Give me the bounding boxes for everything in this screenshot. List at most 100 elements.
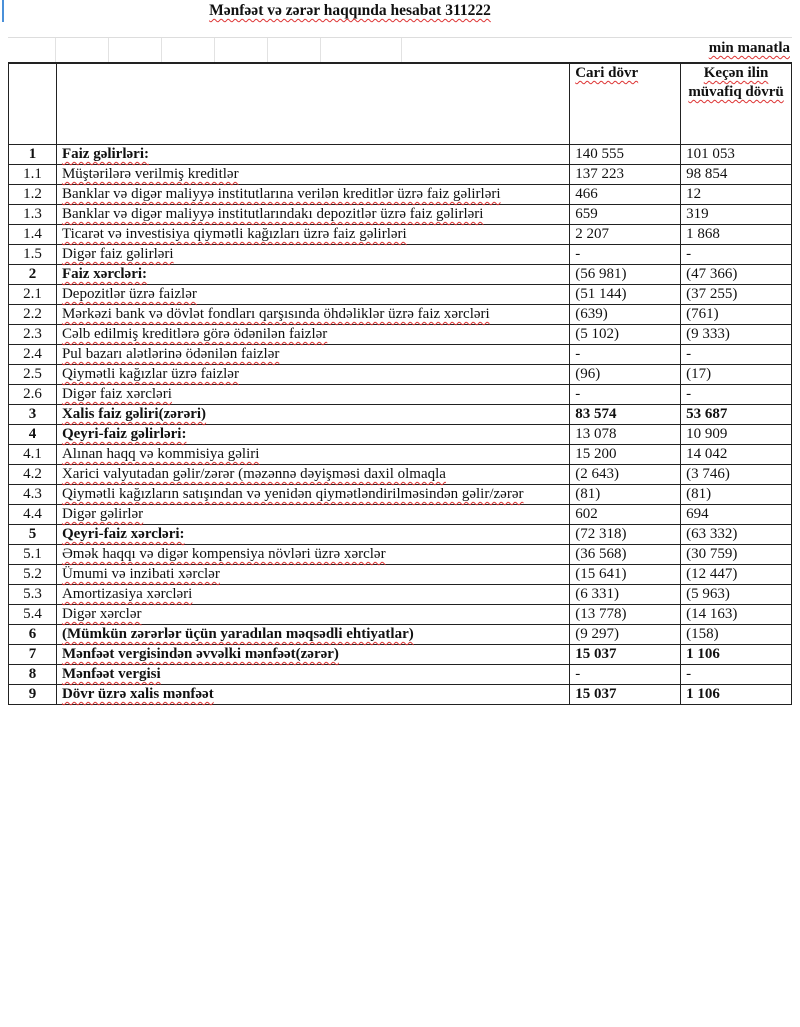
table-row: 4.3 Qiymətli kağızların satışından və ye… (8, 484, 792, 505)
row-number: 2.4 (8, 344, 57, 365)
row-label: Faiz gəlirləri: (55, 144, 571, 165)
previous-value: (30 759) (680, 544, 792, 565)
row-label: Ticarət və investisiya qiymətli kağızlar… (55, 224, 571, 245)
table-row: 5.3 Amortizasiya xərcləri (6 331) (5 963… (8, 584, 792, 605)
previous-value: (3 746) (680, 464, 792, 485)
page-title: Mənfəət və zərər haqqında hesabat 311222 (209, 2, 491, 19)
row-number: 2.3 (8, 324, 57, 345)
previous-value: 14 042 (680, 444, 792, 465)
previous-value: 53 687 (680, 404, 792, 425)
previous-value: 1 106 (680, 684, 792, 705)
current-value: (72 318) (569, 524, 682, 545)
row-number: 3 (8, 404, 57, 425)
previous-value: 1 106 (680, 644, 792, 665)
unit-label: min manatla (708, 40, 790, 56)
row-number: 2.5 (8, 364, 57, 385)
table-row: 4.1 Alınan haqq və kommisiya gəliri 15 2… (8, 444, 792, 465)
current-value: 15 037 (569, 644, 682, 665)
previous-value: (12 447) (680, 564, 792, 585)
row-number: 4.2 (8, 464, 57, 485)
row-label: Digər gəlirlər (55, 504, 571, 525)
current-value: 659 (569, 204, 682, 225)
table-row: 7 Mənfəət vergisindən əvvəlki mənfəət(zə… (8, 644, 792, 665)
row-label: Banklar və digər maliyyə institutlarına … (55, 184, 571, 205)
table-row: 1.3 Banklar və digər maliyyə institutlar… (8, 204, 792, 225)
header-row: Cari dövr Keçən ilin müvafiq dövrü (8, 62, 792, 145)
current-value: 140 555 (569, 144, 682, 165)
current-value: (15 641) (569, 564, 682, 585)
current-value: 602 (569, 504, 682, 525)
table-row: 6 (Mümkün zərərlər üçün yaradılan məqsəd… (8, 624, 792, 645)
table-row: 3 Xalis faiz gəliri(zərəri) 83 574 53 68… (8, 404, 792, 425)
row-number: 9 (8, 684, 57, 705)
previous-value: 12 (680, 184, 792, 205)
row-number: 4.1 (8, 444, 57, 465)
row-label: Amortizasiya xərcləri (55, 584, 571, 605)
row-number: 1.3 (8, 204, 57, 225)
table-row: 9 Dövr üzrə xalis mənfəət 15 037 1 106 (8, 684, 792, 705)
previous-value: (14 163) (680, 604, 792, 625)
previous-value: (9 333) (680, 324, 792, 345)
table-row: 2.4 Pul bazarı alətlərinə ödənilən faizl… (8, 344, 792, 365)
table-row: 4.4 Digər gəlirlər 602 694 (8, 504, 792, 525)
current-value: 15 037 (569, 684, 682, 705)
empty-grid-row (8, 37, 792, 63)
row-label: (Mümkün zərərlər üçün yaradılan məqsədli… (55, 624, 571, 645)
table-row: 5.4 Digər xərclər (13 778) (14 163) (8, 604, 792, 625)
table-row: 2.5 Qiymətli kağızlar üzrə faizlər (96) … (8, 364, 792, 385)
table-row: 1.5 Digər faiz gəlirləri - - (8, 244, 792, 265)
previous-value: - (680, 244, 792, 265)
previous-value: 319 (680, 204, 792, 225)
row-number: 5.4 (8, 604, 57, 625)
row-number: 1.5 (8, 244, 57, 265)
table-row: 8 Mənfəət vergisi - - (8, 664, 792, 685)
current-value: 15 200 (569, 444, 682, 465)
row-label: Qeyri-faiz gəlirləri: (55, 424, 571, 445)
previous-value: 694 (680, 504, 792, 525)
previous-value: 98 854 (680, 164, 792, 185)
previous-value: (761) (680, 304, 792, 325)
row-number: 2.6 (8, 384, 57, 405)
current-value: 2 207 (569, 224, 682, 245)
row-number: 4 (8, 424, 57, 445)
table-row: 1.2 Banklar və digər maliyyə institutlar… (8, 184, 792, 205)
table-row: 1 Faiz gəlirləri: 140 555 101 053 (8, 144, 792, 165)
row-number: 4.4 (8, 504, 57, 525)
current-value: (5 102) (569, 324, 682, 345)
row-number: 5.3 (8, 584, 57, 605)
header-previous: Keçən ilin müvafiq dövrü (680, 62, 792, 145)
row-label: Qiymətli kağızlar üzrə faizlər (55, 364, 571, 385)
row-label: Digər faiz gəlirləri (55, 244, 571, 265)
table-row: 2.2 Mərkəzi bank və dövlət fondları qarş… (8, 304, 792, 325)
row-label: Faiz xərcləri: (55, 264, 571, 285)
row-number: 7 (8, 644, 57, 665)
current-value: (81) (569, 484, 682, 505)
row-number: 1 (8, 144, 57, 165)
previous-value: (63 332) (680, 524, 792, 545)
table-row: 2.3 Cəlb edilmiş kreditlərə görə ödənilə… (8, 324, 792, 345)
row-label: Digər faiz xərcləri (55, 384, 571, 405)
row-number: 2.1 (8, 284, 57, 305)
row-number: 2.2 (8, 304, 57, 325)
current-value: (36 568) (569, 544, 682, 565)
row-number: 8 (8, 664, 57, 685)
current-value: (51 144) (569, 284, 682, 305)
row-label: Digər xərclər (55, 604, 571, 625)
row-label: Mənfəət vergisindən əvvəlki mənfəət(zərə… (55, 644, 571, 665)
current-value: 83 574 (569, 404, 682, 425)
previous-value: 10 909 (680, 424, 792, 445)
row-number: 5.2 (8, 564, 57, 585)
current-value: (13 778) (569, 604, 682, 625)
row-label: Dövr üzrə xalis mənfəət (55, 684, 571, 705)
row-label: Xalis faiz gəliri(zərəri) (55, 404, 571, 425)
table-row: 4.2 Xarici valyutadan gəlir/zərər (məzən… (8, 464, 792, 485)
previous-value: (158) (680, 624, 792, 645)
current-value: 137 223 (569, 164, 682, 185)
previous-value: - (680, 344, 792, 365)
previous-value: 1 868 (680, 224, 792, 245)
row-label: Cəlb edilmiş kreditlərə görə ödənilən fa… (55, 324, 571, 345)
row-label: Depozitlər üzrə faizlər (55, 284, 571, 305)
row-label: Ümumi və inzibati xərclər (55, 564, 571, 585)
table-row: 1.1 Müştərilərə verilmiş kreditlər 137 2… (8, 164, 792, 185)
income-statement-table: Cari dövr Keçən ilin müvafiq dövrü 1 Fai… (8, 62, 792, 705)
